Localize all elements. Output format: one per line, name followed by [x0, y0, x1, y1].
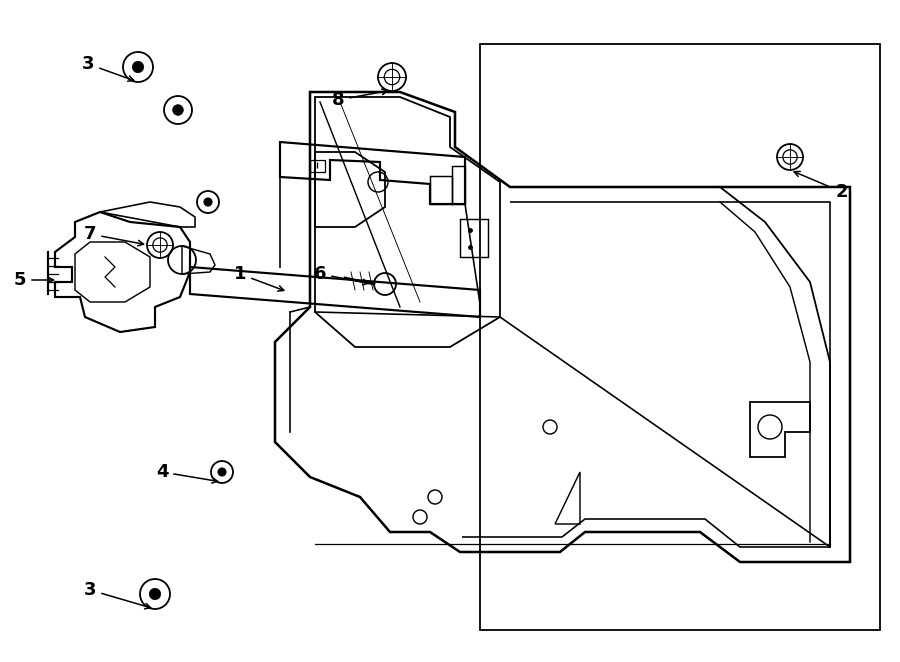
Text: 8: 8	[332, 89, 388, 109]
Bar	[460, 219, 488, 257]
Circle shape	[203, 198, 212, 206]
Text: 4: 4	[156, 463, 218, 483]
Circle shape	[173, 105, 184, 115]
Text: 1: 1	[234, 265, 284, 291]
Bar	[452, 166, 465, 204]
Text: 2: 2	[794, 171, 848, 201]
Bar	[430, 176, 452, 204]
Circle shape	[132, 62, 144, 73]
Text: 3: 3	[84, 581, 150, 609]
Text: 5: 5	[14, 271, 53, 289]
Text: 3: 3	[82, 55, 134, 81]
Bar	[310, 160, 325, 172]
Circle shape	[218, 468, 226, 476]
Circle shape	[149, 589, 161, 600]
Text: 7: 7	[84, 225, 144, 246]
Text: 6: 6	[314, 265, 369, 285]
